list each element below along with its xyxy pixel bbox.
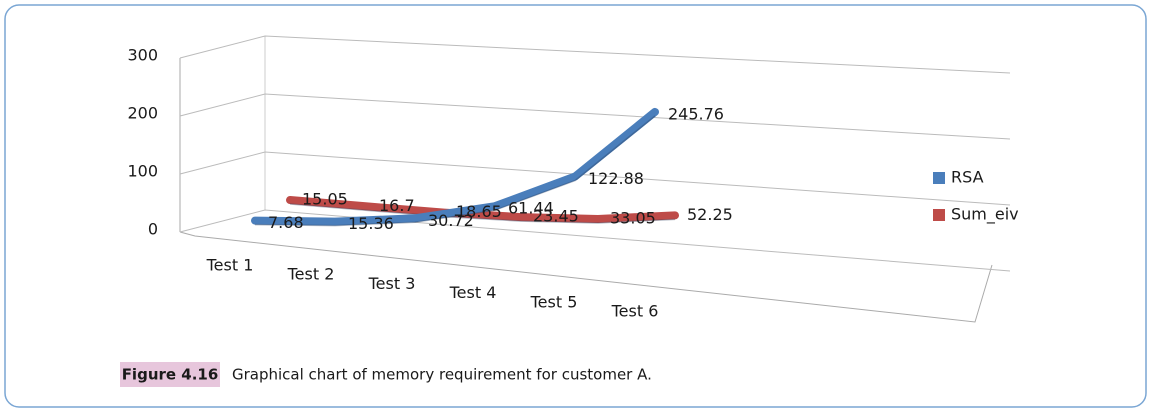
data-label: 16.7 <box>379 196 415 215</box>
data-label: 61.44 <box>508 199 554 218</box>
x-tick-label: Test 5 <box>530 292 578 311</box>
grid-line <box>179 35 1011 74</box>
series-edge <box>254 115 656 227</box>
data-label: 52.25 <box>687 205 733 224</box>
data-label: 7.68 <box>268 213 304 232</box>
x-tick-label: Test 2 <box>287 265 335 284</box>
caption: Graphical chart of memory requirement fo… <box>232 366 652 384</box>
y-tick-label: 100 <box>127 162 158 181</box>
series-ribbon <box>286 196 679 223</box>
data-label: 15.36 <box>348 214 394 233</box>
grid-line <box>179 93 1011 140</box>
floor-edge <box>179 231 993 323</box>
data-label: 30.72 <box>428 211 474 230</box>
x-tick-label: Test 3 <box>368 274 416 293</box>
frame <box>4 4 1147 408</box>
data-label: 15.05 <box>302 190 348 209</box>
legend-swatch <box>933 209 945 221</box>
series-ribbon <box>251 107 659 226</box>
y-tick-label: 0 <box>148 220 158 239</box>
series-edge <box>289 203 676 224</box>
figure-label: Figure 4.16 <box>122 366 219 384</box>
grid-line <box>179 151 1011 206</box>
data-label: 122.88 <box>588 169 644 188</box>
grid-line <box>179 209 1011 272</box>
x-tick-label: Test 6 <box>611 302 659 321</box>
y-tick-label: 300 <box>127 46 158 65</box>
legend-swatch <box>933 172 945 184</box>
x-tick-label: Test 4 <box>449 283 497 302</box>
figure-label-box <box>120 362 220 387</box>
x-tick-label: Test 1 <box>206 256 254 275</box>
data-label: 245.76 <box>668 104 724 123</box>
data-label: 18.65 <box>456 202 502 221</box>
legend-label: Sum_eiv <box>951 205 1019 225</box>
data-label: 23.45 <box>533 207 579 226</box>
data-label: 33.05 <box>610 208 656 227</box>
legend-label: RSA <box>951 168 984 187</box>
y-tick-label: 200 <box>127 104 158 123</box>
